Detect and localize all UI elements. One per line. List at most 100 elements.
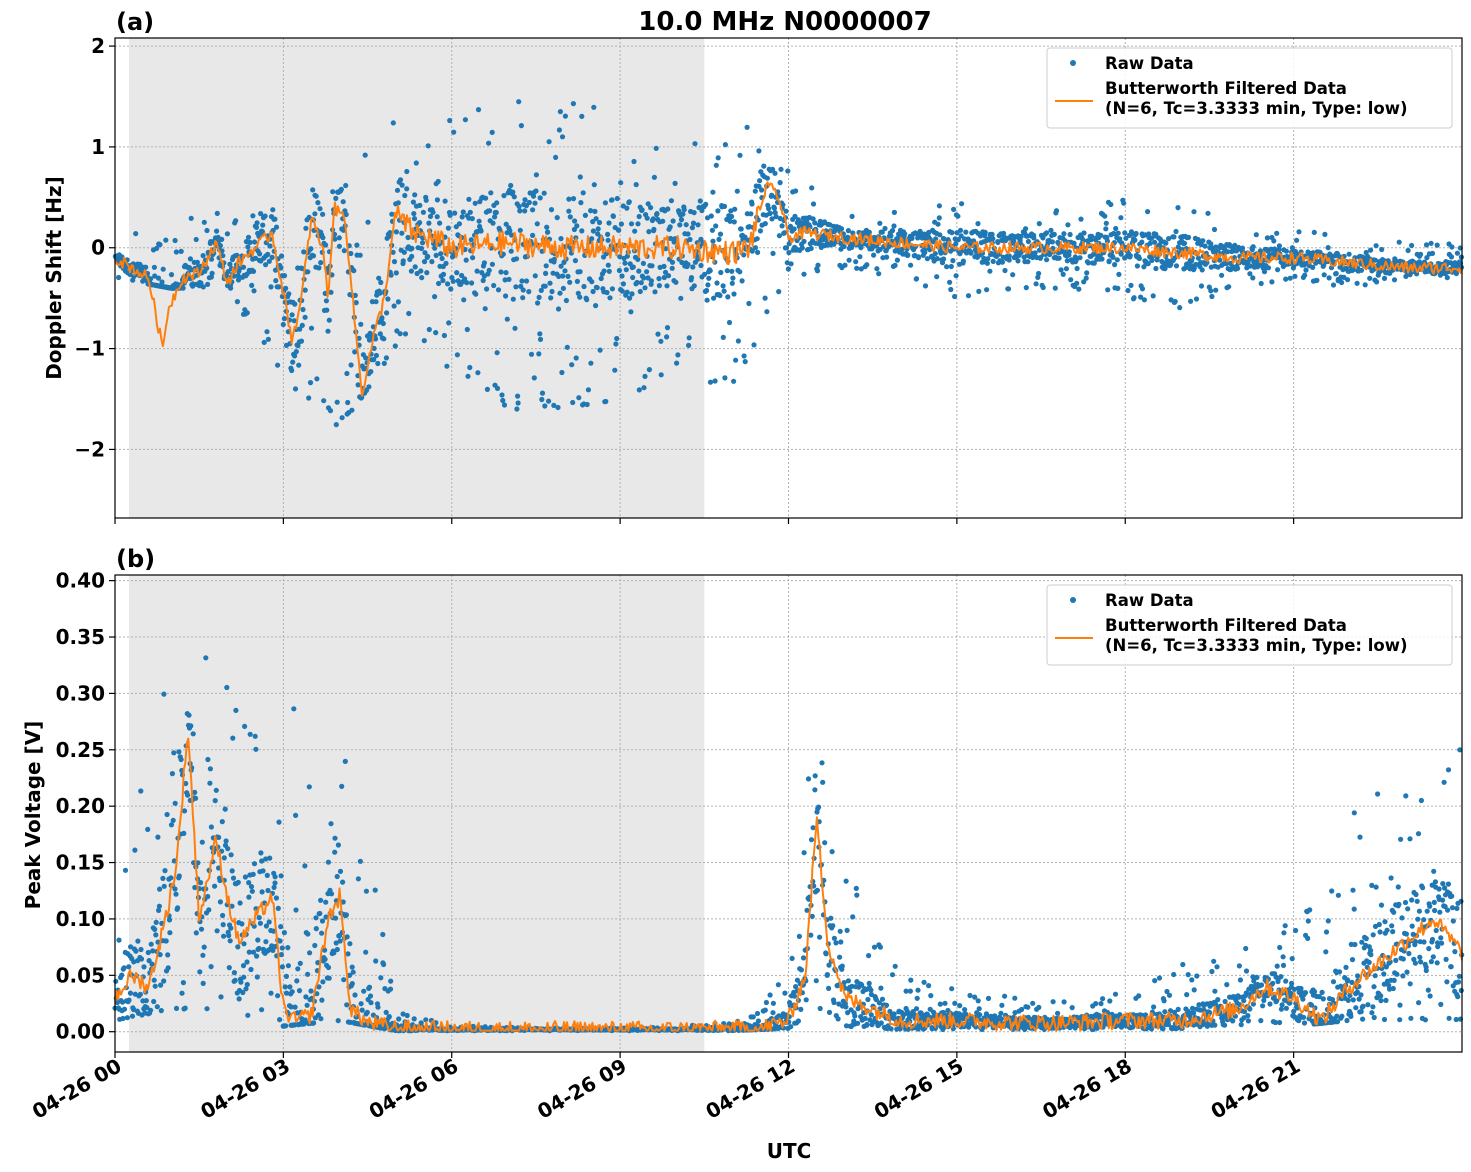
raw-data-point (757, 228, 764, 234)
raw-data-point (754, 236, 760, 242)
raw-data-point (258, 850, 264, 856)
raw-data-point (410, 199, 416, 205)
raw-data-point (384, 310, 390, 316)
raw-data-point (1215, 997, 1221, 1003)
raw-data-point (562, 268, 568, 274)
raw-data-point (339, 415, 345, 421)
raw-data-point (641, 275, 647, 281)
raw-data-point (775, 982, 782, 988)
raw-data-point (393, 270, 399, 276)
raw-data-point (638, 280, 644, 286)
legend-filtered-params: (N=6, Tc=3.3333 min, Type: low) (1105, 99, 1408, 118)
raw-data-point (251, 239, 258, 245)
raw-data-point (375, 1004, 381, 1010)
raw-data-point (866, 953, 872, 959)
raw-data-point (404, 168, 410, 175)
raw-data-point (755, 1018, 762, 1024)
raw-data-point (260, 222, 266, 228)
raw-data-point (1107, 998, 1113, 1004)
raw-data-point (318, 260, 324, 266)
raw-data-point (296, 362, 302, 368)
raw-data-point (158, 1008, 164, 1014)
raw-data-point (511, 194, 517, 200)
raw-data-point (813, 978, 819, 984)
raw-data-point (260, 868, 266, 874)
raw-data-point (720, 283, 726, 289)
raw-data-point (173, 1005, 180, 1012)
raw-data-point (461, 297, 467, 303)
raw-data-point (579, 228, 585, 234)
raw-data-point (281, 273, 288, 279)
raw-data-point (515, 393, 521, 399)
raw-data-point (240, 264, 247, 270)
raw-data-point (1067, 231, 1073, 238)
raw-data-point (263, 939, 269, 945)
raw-data-point (858, 266, 864, 272)
raw-data-point (1225, 249, 1231, 255)
raw-data-point (254, 953, 260, 959)
raw-data-point (365, 219, 371, 225)
raw-data-point (1226, 284, 1232, 290)
raw-data-point (519, 278, 525, 284)
raw-data-point (1083, 275, 1089, 281)
raw-data-point (504, 316, 510, 322)
raw-data-point (336, 243, 342, 249)
raw-data-point (367, 993, 374, 999)
raw-data-point (1175, 1006, 1181, 1013)
raw-data-point (1073, 257, 1079, 263)
raw-data-point (937, 1001, 943, 1007)
raw-data-point (252, 733, 258, 739)
raw-data-point (1153, 231, 1159, 237)
raw-data-point (713, 223, 719, 229)
raw-data-point (769, 192, 775, 198)
raw-data-point (689, 225, 696, 231)
raw-data-point (1191, 209, 1197, 215)
raw-data-point (1314, 277, 1320, 283)
raw-data-point (990, 236, 996, 242)
raw-data-point (582, 212, 589, 218)
raw-data-point (788, 261, 794, 267)
raw-data-point (725, 294, 731, 300)
raw-data-point (1085, 260, 1091, 266)
raw-data-point (948, 286, 954, 293)
raw-data-point (786, 250, 792, 256)
raw-data-point (800, 955, 807, 961)
raw-data-point (165, 952, 171, 958)
raw-data-point (1012, 995, 1018, 1001)
raw-data-point (489, 129, 495, 135)
raw-data-point (662, 269, 669, 275)
raw-data-point (854, 265, 860, 271)
raw-data-point (456, 221, 462, 227)
raw-data-point (249, 888, 255, 894)
raw-data-point (349, 407, 355, 413)
raw-data-point (843, 878, 849, 884)
raw-data-point (493, 209, 499, 216)
raw-data-point (777, 180, 783, 186)
raw-data-point (756, 148, 762, 154)
raw-data-point (257, 920, 263, 926)
raw-data-point (733, 357, 739, 363)
raw-data-point (686, 342, 692, 348)
raw-data-point (984, 287, 990, 293)
raw-data-point (664, 325, 671, 331)
raw-data-point (292, 386, 299, 392)
raw-data-point (1066, 249, 1072, 255)
raw-data-point (187, 256, 193, 262)
raw-data-point (475, 370, 481, 376)
raw-data-point (312, 942, 318, 949)
raw-data-point (306, 214, 312, 220)
raw-data-point (375, 360, 381, 367)
raw-data-point (795, 1018, 802, 1024)
raw-data-point (590, 219, 596, 225)
raw-data-point (333, 195, 339, 201)
raw-data-point (542, 403, 548, 409)
raw-data-point (402, 331, 409, 337)
raw-data-point (297, 960, 303, 967)
raw-data-point (169, 771, 175, 777)
raw-data-point (783, 208, 789, 214)
raw-data-point (642, 285, 648, 291)
raw-data-point (645, 275, 651, 281)
raw-data-point (454, 270, 460, 276)
raw-data-point (1217, 257, 1223, 263)
raw-data-point (272, 874, 278, 880)
